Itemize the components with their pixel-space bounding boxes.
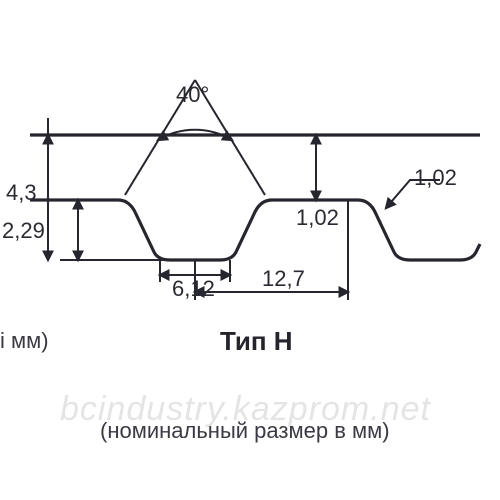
partial-left-text: і мм)	[0, 328, 49, 354]
diagram-title: Тип H	[220, 326, 293, 357]
label-angle: 40°	[176, 82, 209, 108]
watermark-text: bcindustry.kazprom.net	[60, 390, 431, 429]
label-12p7: 12,7	[262, 266, 305, 292]
label-4p3: 4,3	[6, 180, 37, 206]
label-1p02-root: 1,02	[414, 165, 457, 191]
label-2p29: 2,29	[2, 218, 45, 244]
label-6p12: 6,12	[172, 276, 215, 302]
diagram-stage: 40° 4,3 2,29 6,12 12,7 1,02 1,02 Тип H і…	[0, 0, 500, 500]
belt-profile-path	[30, 200, 480, 260]
label-1p02-land: 1,02	[296, 205, 339, 231]
